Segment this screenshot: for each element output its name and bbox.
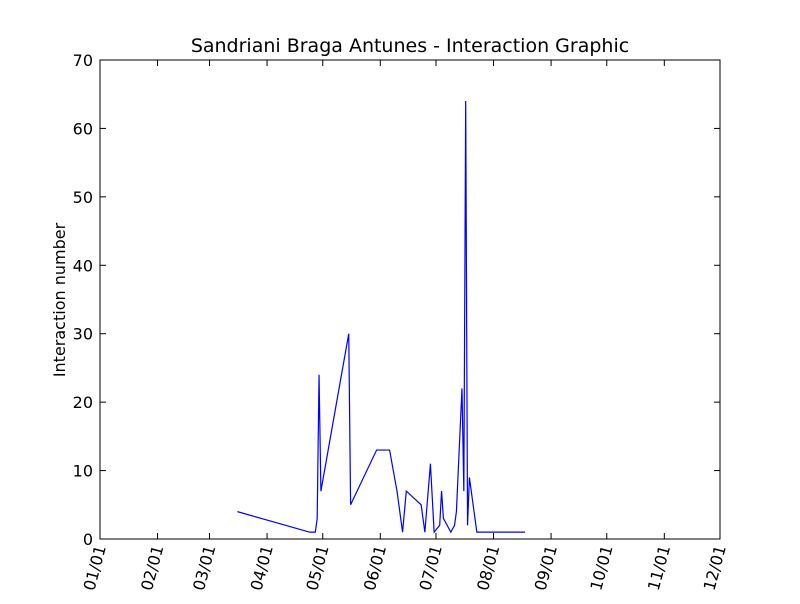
axes-frame [99,59,721,540]
y-tick-label: 20 [73,393,93,412]
y-axis-label: Interaction number [50,222,69,377]
series-line [237,101,526,534]
y-tick-label: 10 [73,462,93,481]
chart-title: Sandriani Braga Antunes - Interaction Gr… [191,35,629,57]
y-tick-label: 40 [73,256,93,275]
y-tick-label: 30 [73,325,93,344]
y-tick-label: 0 [83,530,93,549]
y-tick-label: 60 [73,119,93,138]
y-tick-label: 50 [73,188,93,207]
y-tick-label: 70 [73,51,93,70]
